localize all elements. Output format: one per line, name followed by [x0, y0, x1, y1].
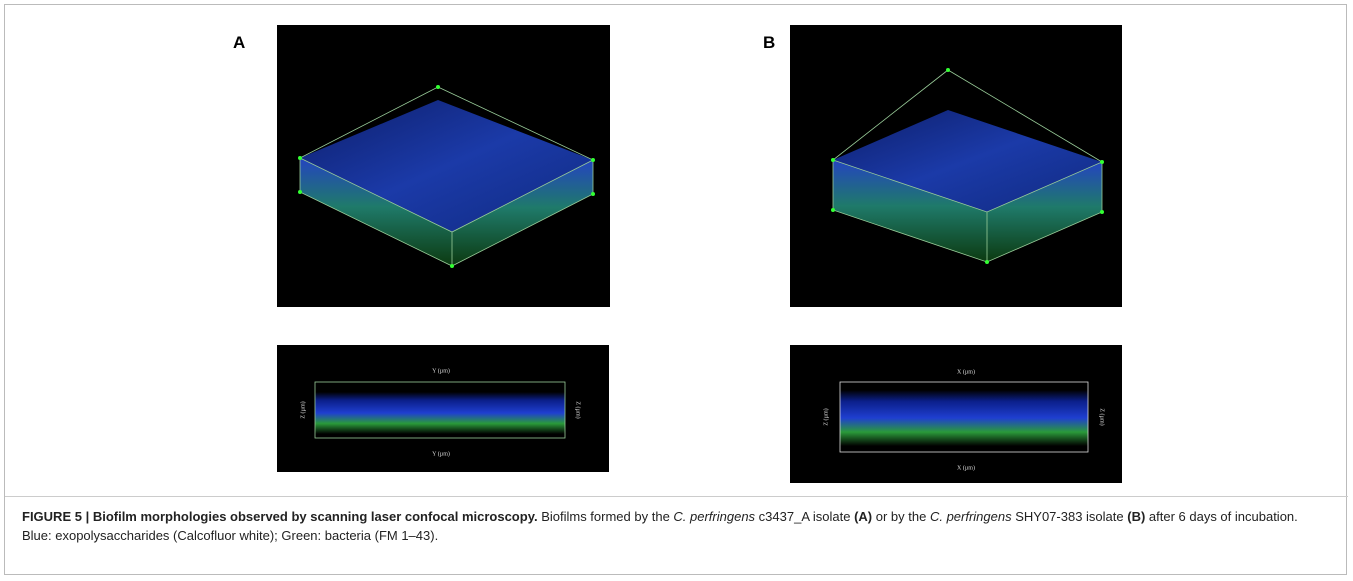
separator: [5, 496, 1348, 497]
figure-frame: [4, 4, 1347, 575]
panel-label: B: [763, 33, 775, 52]
caption-text: FIGURE 5 | Biofilm morphologies observed…: [22, 509, 538, 524]
caption-text: SHY07-383 isolate: [1011, 509, 1128, 524]
side-frame: [314, 381, 566, 439]
side-frame: [839, 381, 1089, 453]
axis-title: X (µm): [957, 464, 975, 471]
panel-label: A: [233, 33, 245, 52]
biofilm-3d: [831, 68, 1104, 264]
caption-text: (B): [1127, 509, 1146, 524]
biofilm-band: [840, 390, 1088, 446]
biofilm-band: [315, 392, 565, 434]
caption-text: C. perfringens: [673, 509, 756, 524]
caption-text: (A): [854, 509, 873, 524]
axis-title: Y (µm): [432, 367, 450, 374]
caption: FIGURE 5 | Biofilm morphologies observed…: [22, 507, 1322, 545]
axis-title: Z (µm): [1099, 408, 1106, 425]
caption-text: after 6 days of incubation. Blue: exopol…: [22, 509, 1298, 543]
axis-title: Y (µm): [432, 450, 450, 457]
caption-text: Biofilms formed by the: [537, 509, 674, 524]
caption-text: c3437_A isolate: [755, 509, 855, 524]
axis-title: Z (µm): [299, 401, 306, 418]
axis-title: Z (µm): [822, 408, 829, 425]
biofilm-3d: [298, 85, 595, 268]
caption-text: or by the: [872, 509, 930, 524]
axis-title: Z (µm): [575, 401, 582, 418]
caption-text: C. perfringens: [929, 509, 1012, 524]
axis-title: X (µm): [957, 368, 975, 375]
